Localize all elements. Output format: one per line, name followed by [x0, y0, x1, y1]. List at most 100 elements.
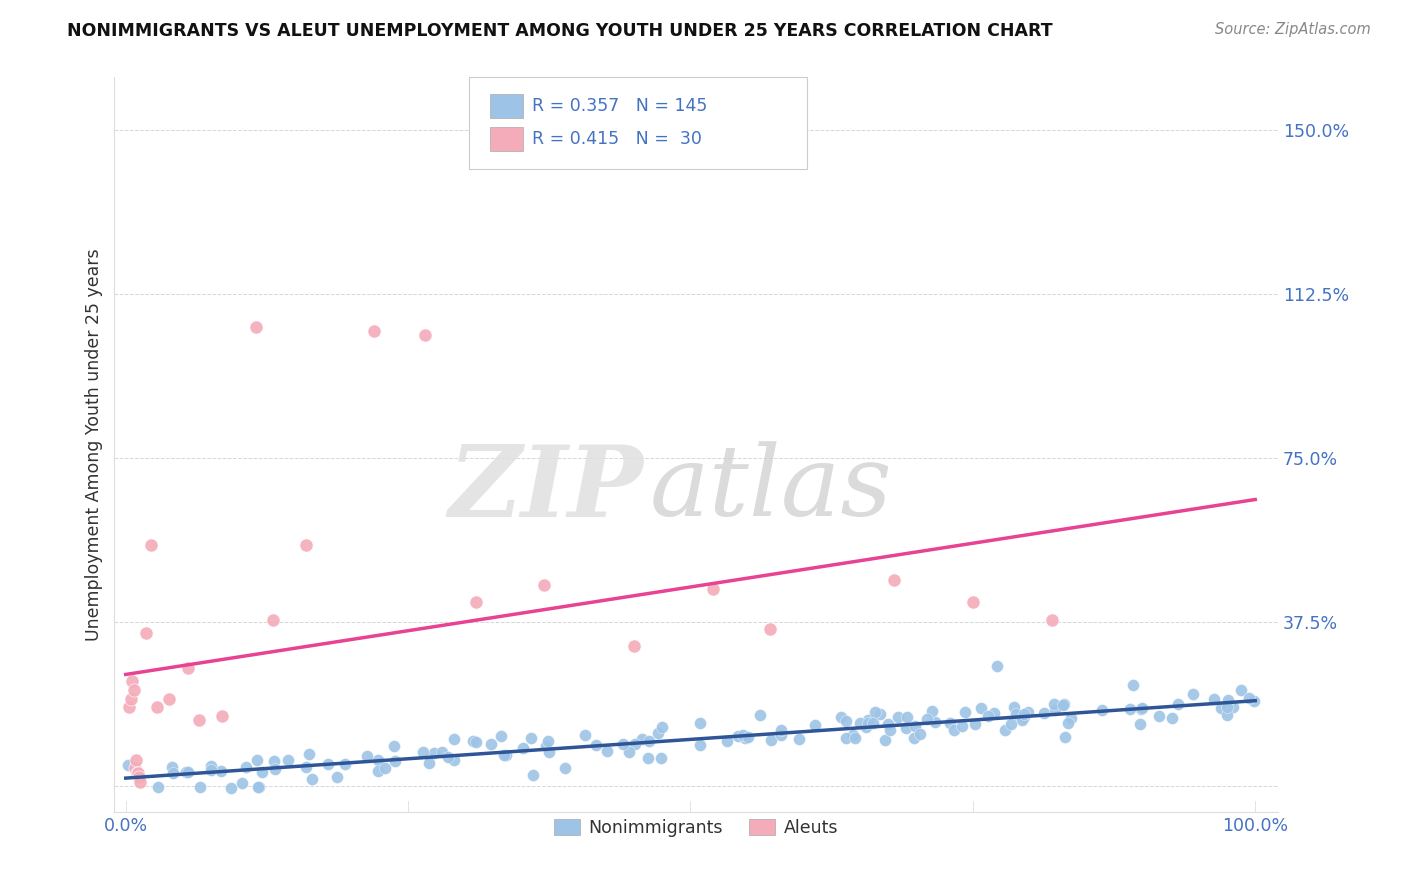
- Point: [211, 709, 233, 723]
- Point: [146, 780, 169, 795]
- Point: [121, 673, 143, 688]
- Point: [139, 538, 162, 552]
- Point: [585, 739, 607, 753]
- Point: [962, 595, 984, 609]
- Point: [1053, 731, 1076, 745]
- Point: [630, 732, 652, 747]
- Point: [413, 328, 436, 343]
- Point: [877, 716, 900, 731]
- Point: [759, 733, 782, 747]
- Point: [638, 733, 661, 747]
- Point: [910, 727, 932, 741]
- Point: [295, 759, 318, 773]
- Point: [246, 753, 269, 767]
- Point: [865, 705, 887, 719]
- Point: [1000, 716, 1022, 731]
- Point: [903, 731, 925, 745]
- Point: [188, 780, 211, 795]
- Point: [879, 723, 901, 737]
- Point: [326, 770, 349, 784]
- Point: [1167, 697, 1189, 711]
- Point: [124, 762, 146, 776]
- Point: [333, 756, 356, 771]
- Point: [896, 721, 918, 735]
- Point: [162, 765, 184, 780]
- Point: [1053, 697, 1076, 711]
- Point: [537, 733, 560, 747]
- Point: [122, 682, 145, 697]
- Point: [1056, 715, 1078, 730]
- Point: [200, 759, 222, 773]
- Point: [374, 761, 396, 775]
- Point: [384, 755, 406, 769]
- Point: [758, 622, 780, 636]
- Point: [298, 747, 321, 761]
- Point: [494, 747, 516, 762]
- Point: [896, 710, 918, 724]
- Point: [986, 658, 1008, 673]
- Point: [887, 709, 910, 723]
- Point: [842, 728, 865, 742]
- Point: [737, 730, 759, 744]
- Point: [1033, 706, 1056, 720]
- Point: [382, 739, 405, 753]
- Point: [209, 764, 232, 778]
- Point: [1052, 698, 1074, 712]
- Point: [875, 733, 897, 747]
- Point: [689, 738, 711, 752]
- Point: [1119, 702, 1142, 716]
- Point: [731, 728, 754, 742]
- Point: [1017, 705, 1039, 719]
- Point: [146, 700, 169, 714]
- Point: [650, 751, 672, 765]
- Point: [536, 739, 558, 754]
- Point: [915, 712, 938, 726]
- Point: [246, 780, 269, 794]
- Point: [651, 720, 673, 734]
- Point: [1091, 704, 1114, 718]
- Point: [835, 714, 858, 728]
- Point: [612, 737, 634, 751]
- Point: [862, 716, 884, 731]
- Point: [921, 704, 943, 718]
- Point: [356, 748, 378, 763]
- Point: [1011, 713, 1033, 727]
- Point: [977, 709, 1000, 723]
- Point: [436, 750, 458, 764]
- Text: ZIP: ZIP: [449, 441, 644, 537]
- Point: [135, 626, 157, 640]
- Point: [953, 705, 976, 719]
- Point: [855, 720, 877, 734]
- Point: [849, 715, 872, 730]
- Point: [367, 753, 389, 767]
- Point: [943, 723, 966, 737]
- Point: [363, 324, 385, 338]
- Point: [443, 731, 465, 746]
- Point: [1237, 691, 1260, 706]
- Text: Source: ZipAtlas.com: Source: ZipAtlas.com: [1215, 22, 1371, 37]
- FancyBboxPatch shape: [470, 78, 807, 169]
- Point: [464, 595, 486, 609]
- Point: [554, 761, 576, 775]
- Point: [301, 772, 323, 786]
- Point: [247, 780, 270, 795]
- Y-axis label: Unemployment Among Youth under 25 years: Unemployment Among Youth under 25 years: [86, 249, 103, 641]
- Point: [804, 718, 827, 732]
- Point: [200, 764, 222, 778]
- Point: [1161, 711, 1184, 725]
- Point: [316, 757, 339, 772]
- Point: [463, 734, 485, 748]
- Point: [965, 717, 987, 731]
- Point: [883, 574, 905, 588]
- Point: [495, 747, 517, 762]
- Point: [924, 715, 946, 730]
- Point: [939, 715, 962, 730]
- Point: [157, 691, 180, 706]
- Point: [689, 716, 711, 731]
- Point: [125, 765, 148, 780]
- Point: [188, 714, 211, 728]
- Point: [1243, 694, 1265, 708]
- Point: [1012, 707, 1035, 722]
- Point: [432, 746, 454, 760]
- Point: [512, 741, 534, 756]
